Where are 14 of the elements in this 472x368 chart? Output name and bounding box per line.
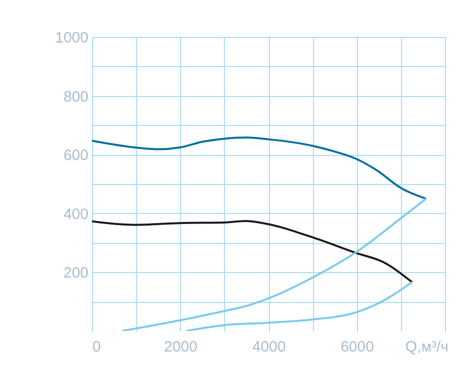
line-series (92, 136, 428, 200)
y-tick-label: 800 (63, 88, 88, 106)
line-series (185, 281, 414, 331)
x-tick-label: 4000 (252, 338, 286, 356)
x-tick-label: 0 (92, 338, 101, 356)
x-tick-label: 2000 (164, 338, 198, 356)
y-tick-label: 1000 (55, 30, 88, 46)
y-tick-label: 400 (63, 206, 88, 223)
y-tick-label: 200 (63, 264, 88, 282)
line-series (92, 220, 414, 284)
x-tick-label: 6000 (340, 338, 374, 356)
y-tick-label: 600 (63, 147, 88, 164)
x-axis-title: Q,м³/ч (405, 338, 448, 356)
line-series (121, 198, 428, 331)
